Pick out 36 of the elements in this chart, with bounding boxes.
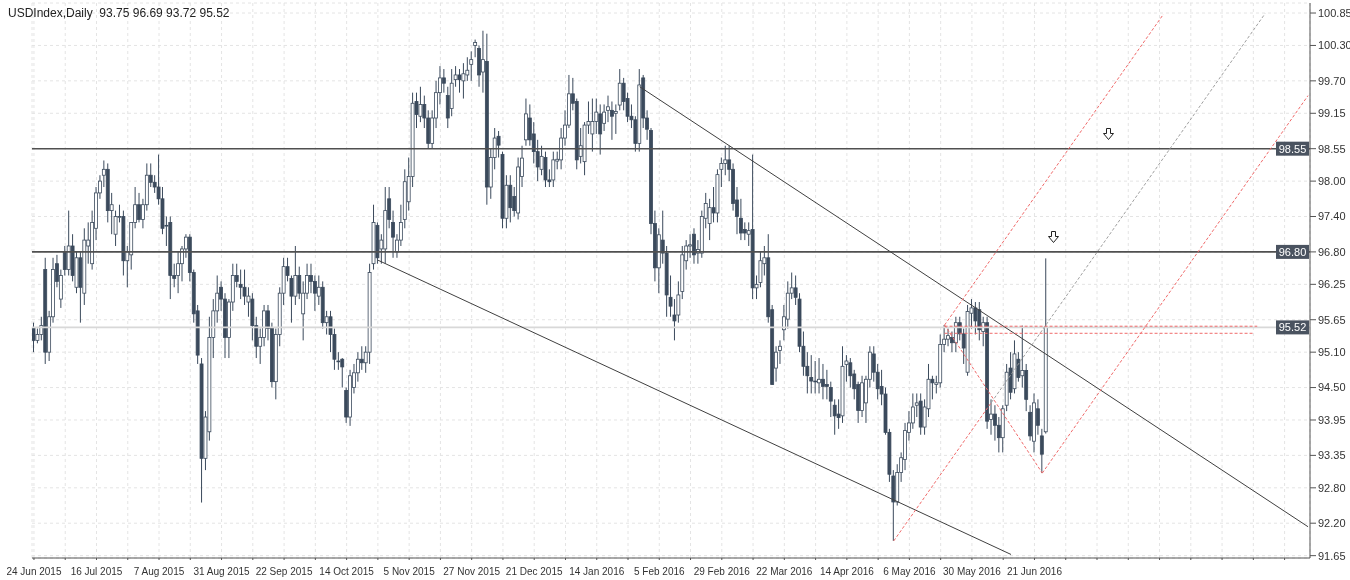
y-tick-label: 98.00: [1318, 175, 1346, 188]
y-tick-label: 94.50: [1318, 381, 1346, 394]
chart-title: USDIndex,Daily 93.75 96.69 93.72 95.52: [8, 6, 230, 20]
y-tick-label: 92.20: [1318, 517, 1346, 530]
x-tick-label: 14 Oct 2015: [319, 566, 375, 577]
y-tick-label: 96.25: [1318, 278, 1346, 291]
x-tick-label: 22 Mar 2016: [756, 566, 813, 577]
x-tick-label: 16 Jul 2015: [70, 566, 123, 577]
x-tick-label: 29 Feb 2016: [693, 566, 751, 577]
y-tick-label: 97.40: [1318, 210, 1346, 223]
y-tick-label: 91.65: [1318, 549, 1346, 562]
x-tick-label: 5 Nov 2015: [383, 566, 436, 577]
x-tick-label: 14 Jan 2016: [569, 566, 625, 577]
x-tick-label: 27 Nov 2015: [443, 566, 501, 577]
y-tick-label: 95.65: [1318, 313, 1346, 326]
ref-line-label: 98.55: [1278, 142, 1307, 155]
x-tick-label: 14 Apr 2016: [819, 566, 875, 577]
x-tick-label: 21 Jun 2016: [1006, 566, 1063, 577]
y-tick-label: 99.15: [1318, 107, 1346, 120]
y-tick-label: 93.35: [1318, 449, 1346, 462]
y-tick-label: 98.55: [1318, 142, 1346, 155]
y-tick-label: 93.95: [1318, 413, 1346, 426]
y-tick-label: 99.70: [1318, 74, 1346, 87]
ref-line-label: 96.80: [1278, 245, 1307, 258]
y-tick-label: 96.80: [1318, 245, 1346, 258]
y-tick-label: 95.10: [1318, 346, 1346, 359]
x-tick-label: 30 May 2016: [943, 566, 1002, 577]
y-tick-label: 92.80: [1318, 481, 1346, 494]
x-tick-label: 7 Aug 2015: [133, 566, 185, 577]
x-tick-label: 5 Feb 2016: [633, 566, 685, 577]
x-tick-label: 6 May 2016: [883, 566, 936, 577]
ref-line-label: 95.52: [1278, 321, 1307, 334]
x-tick-label: 22 Sep 2015: [255, 566, 313, 577]
x-tick-label: 21 Dec 2015: [505, 566, 563, 577]
x-tick-label: 24 Jun 2015: [6, 566, 62, 577]
x-tick-label: 31 Aug 2015: [193, 566, 251, 577]
